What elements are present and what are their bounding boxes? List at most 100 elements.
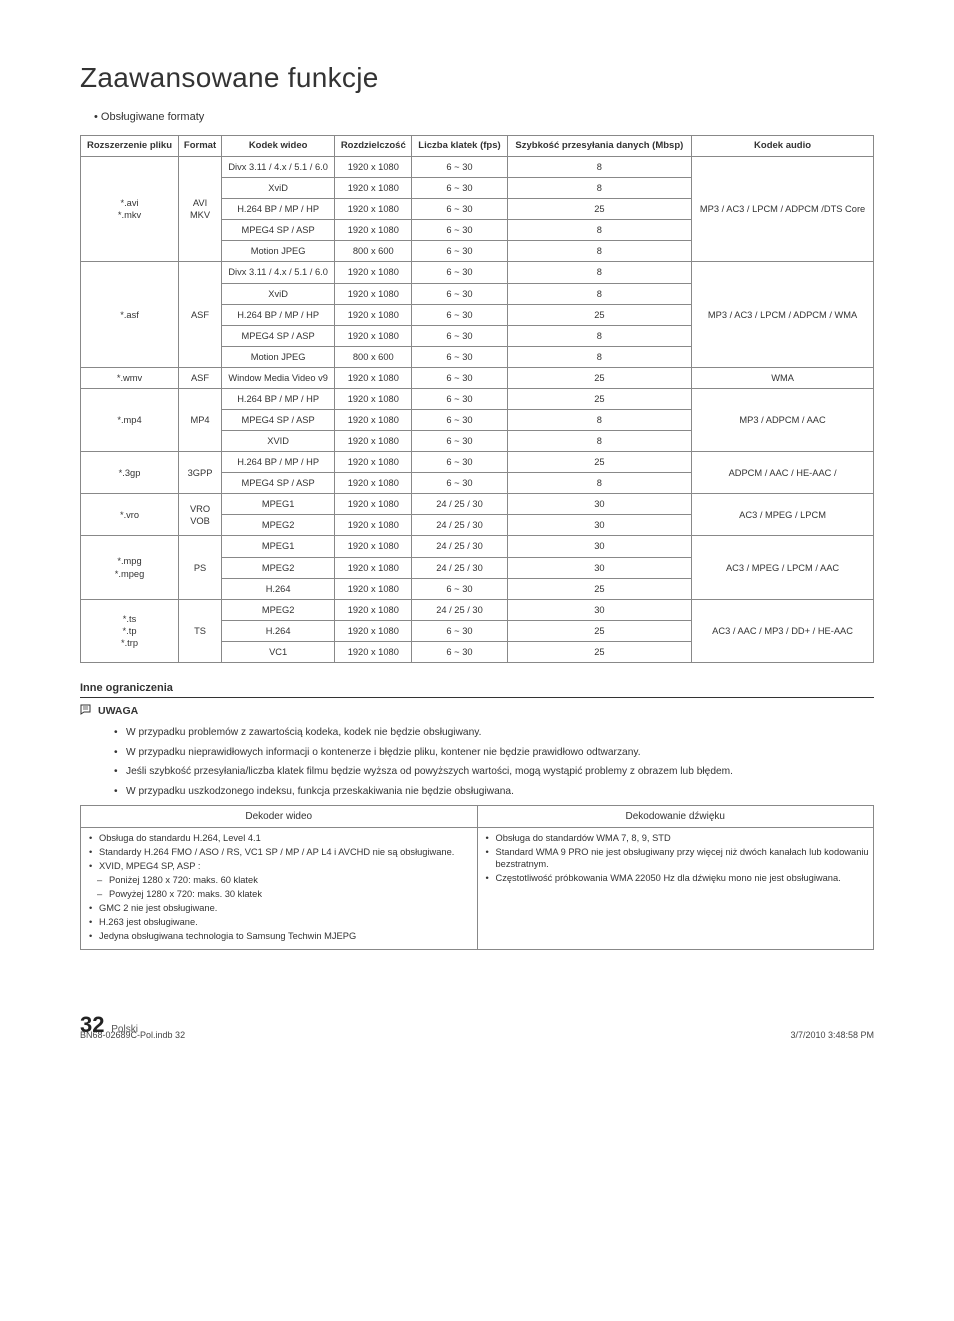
th-fps: Liczba klatek (fps) [412, 135, 507, 156]
cell-ext: *.avi*.mkv [81, 157, 179, 262]
cell-res: 1920 x 1080 [335, 641, 412, 662]
cell-br: 8 [507, 157, 691, 178]
cell-fps: 24 / 25 / 30 [412, 557, 507, 578]
cell-fps: 6 ~ 30 [412, 346, 507, 367]
cell-vc: H.264 [222, 578, 335, 599]
cell-res: 1920 x 1080 [335, 409, 412, 430]
cell-br: 25 [507, 199, 691, 220]
cell-br: 8 [507, 431, 691, 452]
cell-fps: 6 ~ 30 [412, 452, 507, 473]
table-row: *.wmvASFWindow Media Video v91920 x 1080… [81, 367, 874, 388]
list-item: H.263 jest obsługiwane. [85, 916, 473, 928]
cell-ext: *.wmv [81, 367, 179, 388]
cell-res: 1920 x 1080 [335, 220, 412, 241]
cell-res: 1920 x 1080 [335, 494, 412, 515]
cell-fps: 6 ~ 30 [412, 199, 507, 220]
cell-format: TS [179, 599, 222, 662]
cell-res: 1920 x 1080 [335, 536, 412, 557]
cell-br: 25 [507, 388, 691, 409]
list-item: Standard WMA 9 PRO nie jest obsługiwany … [482, 846, 870, 870]
cell-br: 30 [507, 599, 691, 620]
cell-ext: *.asf [81, 262, 179, 367]
list-item: Standardy H.264 FMO / ASO / RS, VC1 SP /… [85, 846, 473, 858]
cell-res: 1920 x 1080 [335, 473, 412, 494]
cell-format: MP4 [179, 388, 222, 451]
list-item: XVID, MPEG4 SP, ASP : [85, 860, 473, 872]
note-label: UWAGA [98, 705, 138, 719]
cell-res: 1920 x 1080 [335, 304, 412, 325]
list-item: Jedyna obsługiwana technologia to Samsun… [85, 930, 473, 942]
cell-res: 1920 x 1080 [335, 452, 412, 473]
cell-vc: VC1 [222, 641, 335, 662]
cell-vc: Window Media Video v9 [222, 367, 335, 388]
decoder-audio-cell: Obsługa do standardów WMA 7, 8, 9, STDSt… [477, 827, 874, 949]
list-item: W przypadku nieprawidłowych informacji o… [114, 746, 874, 760]
cell-vc: H.264 BP / MP / HP [222, 388, 335, 409]
th-res: Rozdzielczość [335, 135, 412, 156]
cell-fps: 6 ~ 30 [412, 620, 507, 641]
cell-res: 800 x 600 [335, 241, 412, 262]
cell-vc: MPEG2 [222, 599, 335, 620]
footer-date: 3/7/2010 3:48:58 PM [790, 1030, 874, 1042]
cell-vc: MPEG4 SP / ASP [222, 220, 335, 241]
cell-br: 30 [507, 515, 691, 536]
cell-br: 25 [507, 641, 691, 662]
cell-res: 1920 x 1080 [335, 578, 412, 599]
cell-ext: *.ts*.tp*.trp [81, 599, 179, 662]
th-ext: Rozszerzenie pliku [81, 135, 179, 156]
th-acodec: Kodek audio [692, 135, 874, 156]
th-dekoder-video: Dekoder wideo [81, 805, 478, 827]
table-row: *.asfASFDivx 3.11 / 4.x / 5.1 / 6.01920 … [81, 262, 874, 283]
cell-vc: MPEG4 SP / ASP [222, 325, 335, 346]
cell-vc: H.264 BP / MP / HP [222, 199, 335, 220]
cell-ext: *.mpg*.mpeg [81, 536, 179, 599]
cell-fps: 24 / 25 / 30 [412, 599, 507, 620]
cell-audio: MP3 / AC3 / LPCM / ADPCM /DTS Core [692, 157, 874, 262]
cell-vc: Divx 3.11 / 4.x / 5.1 / 6.0 [222, 157, 335, 178]
cell-format: VROVOB [179, 494, 222, 536]
table-row: *.3gp3GPPH.264 BP / MP / HP1920 x 10806 … [81, 452, 874, 473]
cell-res: 800 x 600 [335, 346, 412, 367]
note-icon [80, 704, 94, 720]
cell-res: 1920 x 1080 [335, 283, 412, 304]
cell-ext: *.3gp [81, 452, 179, 494]
cell-res: 1920 x 1080 [335, 262, 412, 283]
cell-vc: XviD [222, 178, 335, 199]
cell-br: 8 [507, 283, 691, 304]
cell-res: 1920 x 1080 [335, 620, 412, 641]
table-header-row: Rozszerzenie pliku Format Kodek wideo Ro… [81, 135, 874, 156]
cell-fps: 6 ~ 30 [412, 325, 507, 346]
cell-vc: H.264 [222, 620, 335, 641]
cell-br: 25 [507, 452, 691, 473]
cell-br: 25 [507, 620, 691, 641]
cell-fps: 6 ~ 30 [412, 388, 507, 409]
cell-fps: 6 ~ 30 [412, 220, 507, 241]
cell-vc: Motion JPEG [222, 346, 335, 367]
cell-fps: 6 ~ 30 [412, 304, 507, 325]
cell-format: 3GPP [179, 452, 222, 494]
cell-fps: 24 / 25 / 30 [412, 536, 507, 557]
cell-fps: 6 ~ 30 [412, 431, 507, 452]
cell-audio: MP3 / AC3 / LPCM / ADPCM / WMA [692, 262, 874, 367]
cell-vc: MPEG4 SP / ASP [222, 473, 335, 494]
cell-br: 30 [507, 536, 691, 557]
cell-br: 8 [507, 241, 691, 262]
list-item: W przypadku uszkodzonego indeksu, funkcj… [114, 785, 874, 799]
cell-audio: WMA [692, 367, 874, 388]
cell-fps: 6 ~ 30 [412, 283, 507, 304]
formats-table: Rozszerzenie pliku Format Kodek wideo Ro… [80, 135, 874, 663]
limitations-title: Inne ograniczenia [80, 681, 874, 698]
cell-br: 25 [507, 578, 691, 599]
list-item: GMC 2 nie jest obsługiwane. [85, 902, 473, 914]
cell-audio: MP3 / ADPCM / AAC [692, 388, 874, 451]
list-item: Powyżej 1280 x 720: maks. 30 klatek [85, 888, 473, 900]
cell-vc: H.264 BP / MP / HP [222, 452, 335, 473]
cell-br: 8 [507, 473, 691, 494]
list-item: Obsługa do standardu H.264, Level 4.1 [85, 832, 473, 844]
table-row: *.mpg*.mpegPSMPEG11920 x 108024 / 25 / 3… [81, 536, 874, 557]
cell-vc: MPEG4 SP / ASP [222, 409, 335, 430]
page-subtitle: Obsługiwane formaty [94, 110, 874, 124]
cell-fps: 6 ~ 30 [412, 241, 507, 262]
cell-format: PS [179, 536, 222, 599]
cell-audio: AC3 / AAC / MP3 / DD+ / HE-AAC [692, 599, 874, 662]
